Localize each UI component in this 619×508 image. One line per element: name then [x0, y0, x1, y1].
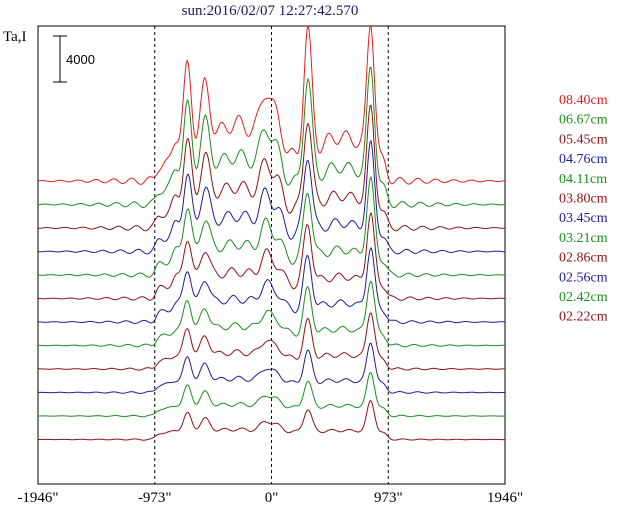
series-line-03.21cm — [38, 280, 506, 348]
legend-entry-03.45cm: 03.45cm — [559, 211, 608, 226]
series-line-02.56cm — [37, 342, 506, 394]
legend-entry-02.42cm: 02.42cm — [559, 290, 608, 305]
legend-entry-03.80cm: 03.80cm — [559, 192, 608, 207]
series-line-02.86cm — [38, 312, 505, 371]
legend-entry-05.45cm: 05.45cm — [559, 132, 608, 147]
x-tick-label-4: 1946" — [487, 490, 523, 506]
x-tick-label-1: -973" — [138, 490, 172, 506]
legend-entry-04.11cm: 04.11cm — [559, 172, 607, 187]
x-tick-label-2: 0" — [265, 490, 279, 506]
series-line-05.45cm — [38, 104, 506, 232]
series-line-03.80cm — [37, 211, 506, 301]
series-line-08.40cm — [37, 25, 506, 185]
legend: 08.40cm 06.67cm 05.45cm 04.76cm 04.11cm 03.80… — [559, 93, 608, 325]
x-tick-label-3: 973" — [374, 490, 403, 506]
series-curves — [37, 25, 506, 441]
series-line-06.67cm — [38, 66, 506, 208]
legend-entry-02.86cm: 02.86cm — [559, 251, 608, 266]
series-line-04.76cm — [37, 139, 505, 255]
intensity-scale-bar: 4000 — [53, 35, 95, 83]
legend-entry-02.22cm: 02.22cm — [559, 310, 608, 325]
y-axis-label: Ta,I — [3, 29, 27, 45]
legend-entry-04.76cm: 04.76cm — [559, 152, 608, 167]
legend-entry-02.56cm: 02.56cm — [559, 270, 608, 285]
legend-entry-08.40cm: 08.40cm — [559, 93, 608, 108]
scale-bar-label: 4000 — [66, 52, 95, 67]
x-tick-label-0: -1946" — [17, 490, 58, 506]
x-axis-ticks: -1946" -973" 0" 973" 1946" — [17, 490, 523, 506]
chart-title: sun:2016/02/07 12:27:42.570 — [182, 3, 359, 19]
legend-entry-06.67cm: 06.67cm — [559, 113, 608, 128]
series-line-04.11cm — [38, 175, 506, 278]
series-line-03.45cm — [37, 246, 505, 324]
series-line-02.22cm — [37, 400, 506, 441]
legend-entry-03.21cm: 03.21cm — [559, 231, 608, 246]
series-line-02.42cm — [38, 372, 505, 418]
reference-lines — [154, 26, 389, 484]
